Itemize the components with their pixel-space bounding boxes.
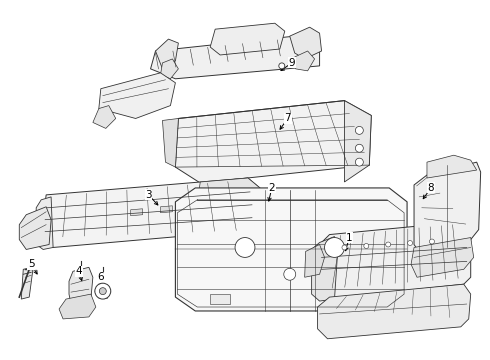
Circle shape — [386, 242, 391, 247]
Polygon shape — [318, 284, 471, 339]
Text: 3: 3 — [145, 190, 152, 200]
Polygon shape — [161, 59, 178, 79]
Text: 8: 8 — [428, 183, 434, 193]
Text: 6: 6 — [98, 272, 104, 282]
Polygon shape — [163, 118, 178, 167]
Polygon shape — [93, 105, 116, 129]
Text: 4: 4 — [75, 266, 82, 276]
Polygon shape — [19, 207, 51, 249]
Text: 2: 2 — [269, 183, 275, 193]
Polygon shape — [414, 162, 481, 255]
Polygon shape — [344, 100, 371, 182]
Polygon shape — [210, 294, 230, 304]
Circle shape — [355, 126, 363, 134]
Circle shape — [355, 158, 363, 166]
Polygon shape — [161, 206, 172, 213]
Text: 9: 9 — [289, 58, 295, 68]
Circle shape — [355, 144, 363, 152]
Polygon shape — [190, 203, 202, 210]
Polygon shape — [319, 222, 471, 299]
Polygon shape — [59, 294, 96, 319]
Circle shape — [429, 239, 435, 244]
Polygon shape — [21, 267, 33, 299]
Polygon shape — [411, 238, 474, 277]
Text: 5: 5 — [28, 259, 34, 269]
Polygon shape — [312, 237, 338, 301]
Circle shape — [342, 245, 347, 250]
Polygon shape — [36, 197, 53, 249]
Polygon shape — [155, 39, 178, 69]
Polygon shape — [41, 178, 260, 247]
Circle shape — [324, 238, 344, 257]
Polygon shape — [305, 244, 324, 277]
Polygon shape — [427, 155, 477, 178]
Polygon shape — [210, 23, 285, 55]
Polygon shape — [69, 267, 93, 307]
Circle shape — [279, 63, 285, 69]
Polygon shape — [198, 178, 260, 196]
Polygon shape — [175, 188, 407, 311]
Polygon shape — [290, 27, 321, 59]
Polygon shape — [150, 36, 319, 79]
Circle shape — [408, 240, 413, 246]
Text: 7: 7 — [284, 113, 291, 123]
Circle shape — [235, 238, 255, 257]
Polygon shape — [294, 51, 315, 71]
Circle shape — [364, 243, 369, 248]
Polygon shape — [99, 73, 175, 118]
Polygon shape — [175, 100, 371, 183]
Text: 1: 1 — [346, 233, 353, 243]
Circle shape — [284, 268, 295, 280]
Polygon shape — [131, 209, 143, 216]
Circle shape — [95, 283, 111, 299]
Polygon shape — [349, 294, 369, 304]
Circle shape — [99, 288, 106, 294]
